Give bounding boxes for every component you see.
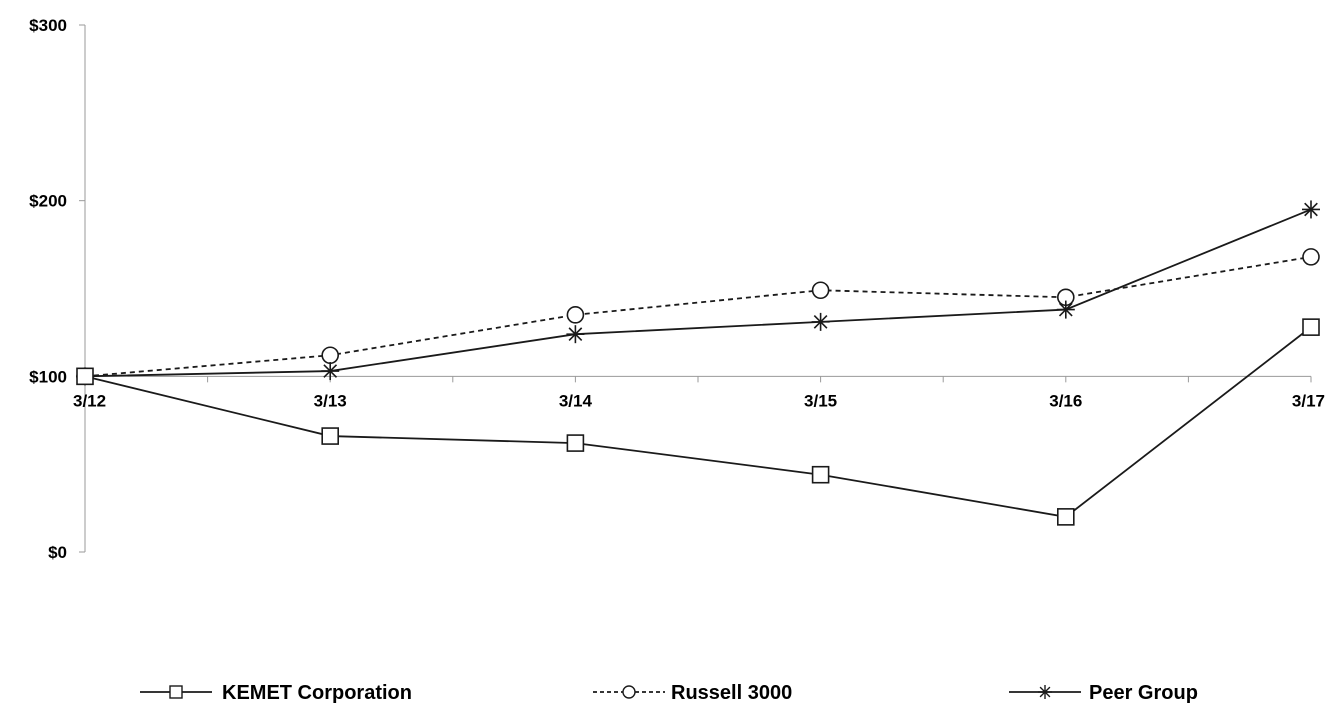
y-tick-label: $0 bbox=[48, 543, 67, 562]
y-tick-label: $200 bbox=[29, 192, 67, 211]
data-point bbox=[321, 362, 340, 381]
x-tick-label: 3/16 bbox=[1049, 391, 1082, 410]
series-kemet-corporation bbox=[76, 318, 1320, 526]
legend-swatch-marker bbox=[169, 685, 183, 699]
series-line bbox=[84, 326, 1312, 518]
series-russell-3000 bbox=[76, 248, 1320, 386]
x-tick-label: 3/15 bbox=[804, 391, 837, 410]
x-tick-label: 3/14 bbox=[559, 391, 593, 410]
data-point bbox=[321, 427, 340, 445]
legend-label: KEMET Corporation bbox=[222, 682, 412, 704]
legend-item-kemet-corporation: KEMET Corporation bbox=[140, 682, 412, 704]
data-point bbox=[1302, 200, 1320, 219]
asterisk-stroke bbox=[1058, 302, 1073, 317]
data-point bbox=[321, 346, 340, 365]
axes bbox=[79, 24, 1312, 553]
legend: KEMET Corporation Russell 3000 Peer Group bbox=[140, 682, 1198, 704]
x-tick-label: 3/13 bbox=[314, 391, 347, 410]
x-tick-label: 3/17 bbox=[1292, 391, 1325, 410]
data-point bbox=[811, 312, 830, 331]
data-point bbox=[76, 367, 94, 386]
asterisk-stroke bbox=[813, 315, 828, 329]
series-peer-group bbox=[76, 200, 1320, 386]
data-point bbox=[1057, 508, 1075, 526]
legend-swatch-marker bbox=[622, 685, 636, 699]
asterisk-stroke bbox=[1304, 202, 1318, 217]
y-tick-label: $300 bbox=[29, 16, 67, 35]
data-point bbox=[566, 325, 585, 344]
data-point bbox=[566, 306, 585, 324]
legend-label: Russell 3000 bbox=[671, 682, 792, 704]
asterisk-stroke bbox=[323, 364, 338, 378]
legend-item-peer-group: Peer Group bbox=[1009, 682, 1198, 704]
data-point bbox=[1056, 300, 1075, 319]
legend-label: Peer Group bbox=[1089, 682, 1198, 704]
asterisk-stroke bbox=[568, 327, 583, 342]
data-point bbox=[1302, 248, 1320, 266]
labels-layer: $0 $100 $200 $300 3/12 3/13 3/14 3/15 3/16 3/17 bbox=[29, 16, 1325, 562]
data-point bbox=[1302, 318, 1320, 336]
data-point bbox=[811, 281, 830, 300]
series-line bbox=[84, 208, 1312, 378]
asterisk-stroke bbox=[1039, 686, 1051, 698]
data-point bbox=[566, 434, 585, 452]
x-tick-label: 3/12 bbox=[73, 391, 106, 410]
series-layer bbox=[76, 200, 1320, 526]
data-point bbox=[811, 465, 830, 484]
legend-item-russell-3000: Russell 3000 bbox=[593, 682, 792, 704]
series-line bbox=[84, 255, 1312, 378]
y-tick-label: $100 bbox=[29, 367, 67, 386]
legend-swatch-marker bbox=[1038, 685, 1052, 699]
